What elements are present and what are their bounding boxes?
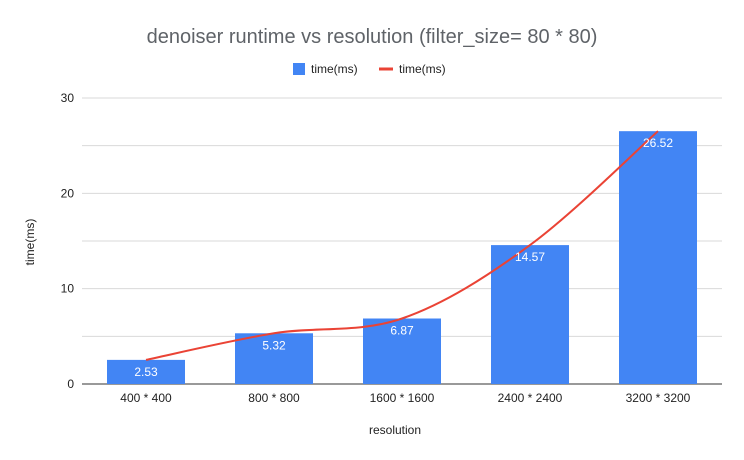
trend-line bbox=[145, 130, 659, 361]
bar-5 bbox=[619, 131, 697, 384]
bars bbox=[107, 131, 697, 384]
x-axis-label: resolution bbox=[369, 423, 421, 437]
legend-label-bar: time(ms) bbox=[311, 62, 358, 76]
bar-2 bbox=[235, 333, 313, 384]
y-tick-label: 10 bbox=[61, 282, 75, 296]
bar-1 bbox=[107, 359, 185, 384]
data-label: 2.53 bbox=[134, 365, 158, 379]
data-label: 26.52 bbox=[643, 136, 673, 150]
x-tick-label: 1600 * 1600 bbox=[370, 391, 435, 405]
y-tick-label: 30 bbox=[61, 91, 75, 105]
x-tick-label: 2400 * 2400 bbox=[498, 391, 563, 405]
bar-3 bbox=[363, 318, 441, 384]
data-label: 5.32 bbox=[262, 338, 286, 352]
data-label: 6.87 bbox=[390, 324, 414, 338]
trend-line-layer bbox=[145, 130, 659, 361]
y-axis-ticks: 0 10 20 30 bbox=[61, 91, 75, 391]
x-tick-label: 800 * 800 bbox=[248, 391, 300, 405]
x-tick-label: 400 * 400 bbox=[120, 391, 172, 405]
x-axis-ticks: 400 * 400 800 * 800 1600 * 1600 2400 * 2400… bbox=[120, 391, 690, 405]
legend-label-line: time(ms) bbox=[399, 62, 446, 76]
data-label: 14.57 bbox=[515, 250, 545, 264]
bar-4 bbox=[491, 245, 569, 384]
chart-title: denoiser runtime vs resolution (filter_s… bbox=[147, 26, 598, 48]
y-axis-label: time(ms) bbox=[23, 219, 37, 266]
y-tick-label: 20 bbox=[61, 186, 75, 200]
y-tick-label: 0 bbox=[67, 377, 74, 391]
legend: time(ms) time(ms) bbox=[293, 62, 446, 76]
data-labels: 2.53 5.32 6.87 14.57 26.52 bbox=[134, 136, 673, 379]
legend-swatch-bar bbox=[293, 63, 305, 75]
x-tick-label: 3200 * 3200 bbox=[626, 391, 691, 405]
